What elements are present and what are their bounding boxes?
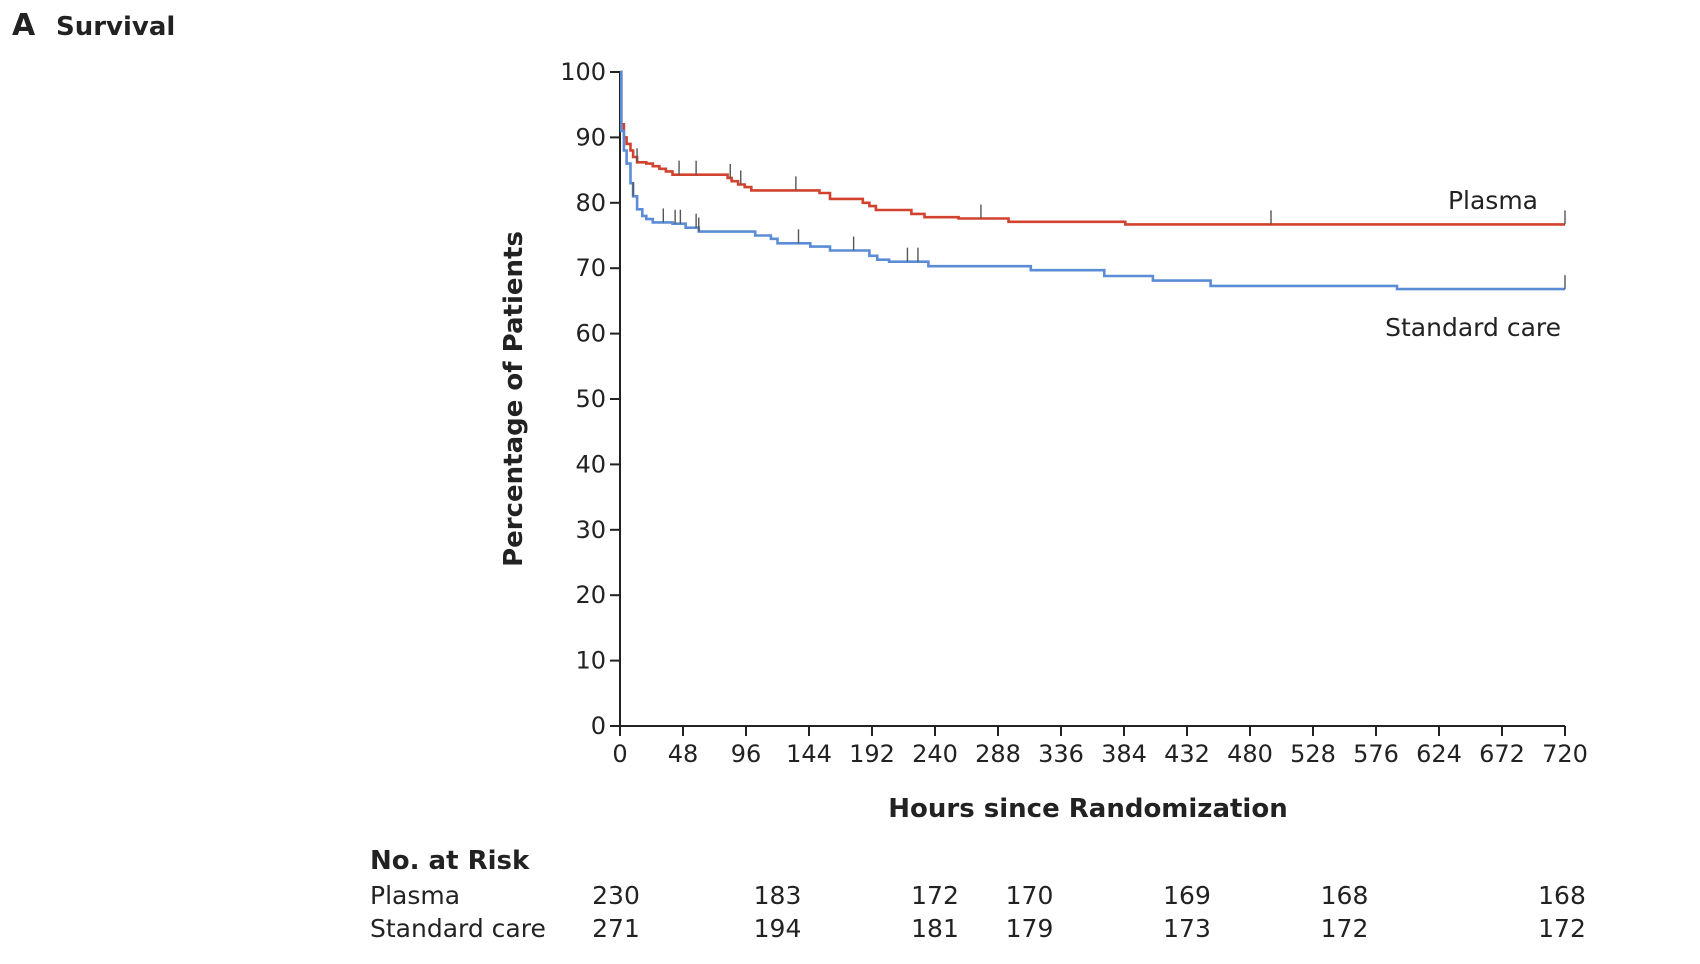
x-tick-label: 432 <box>1164 740 1210 768</box>
series-line-plasma <box>620 70 1565 226</box>
y-axis-title: Percentage of Patients <box>499 231 529 567</box>
x-tick-label: 96 <box>731 740 762 768</box>
x-axis: 0 48 96 144 192 240 288 336 384 432 480 528 576 624 67… <box>612 725 1588 768</box>
at-risk-value: 172 <box>1538 914 1586 943</box>
at-risk-value: 271 <box>592 914 640 943</box>
x-tick-label: 240 <box>912 740 958 768</box>
at-risk-row-label: Standard care <box>370 914 546 943</box>
x-tick-label: 528 <box>1290 740 1336 768</box>
at-risk-value: 181 <box>911 914 959 943</box>
at-risk-row-label: Plasma <box>370 881 460 910</box>
x-tick-label: 48 <box>668 740 699 768</box>
y-tick-label: 60 <box>575 320 606 348</box>
series-label-standard-care: Standard care <box>1385 313 1561 342</box>
plot-area: 0 10 20 30 40 50 60 70 80 90 100 0 48 96 144 192 240 288… <box>560 58 1588 768</box>
at-risk-value: 183 <box>754 881 802 910</box>
x-tick-label: 720 <box>1542 740 1588 768</box>
x-tick-label: 336 <box>1038 740 1084 768</box>
x-tick-label: 288 <box>975 740 1021 768</box>
panel-title: Survival <box>56 12 175 42</box>
x-tick-label: 624 <box>1416 740 1462 768</box>
x-tick-label: 0 <box>612 740 627 768</box>
at-risk-title: No. at Risk <box>370 846 530 876</box>
y-tick-label: 100 <box>560 58 606 86</box>
x-tick-label: 192 <box>849 740 895 768</box>
y-tick-label: 10 <box>575 647 606 675</box>
series-layer: Plasma Standard care <box>620 70 1566 342</box>
at-risk-value: 179 <box>1006 914 1054 943</box>
y-tick-label: 70 <box>575 254 606 282</box>
x-tick-label: 576 <box>1353 740 1399 768</box>
x-axis-title: Hours since Randomization <box>888 794 1287 824</box>
y-tick-label: 0 <box>591 712 606 740</box>
y-tick-label: 20 <box>575 581 606 609</box>
at-risk-value: 168 <box>1538 881 1586 910</box>
at-risk-value: 169 <box>1163 881 1211 910</box>
at-risk-table: No. at Risk Plasma 230 183 172 170 169 168 168 S… <box>370 846 1586 943</box>
series-label-plasma: Plasma <box>1448 186 1538 215</box>
series-line-standard-care <box>620 70 1565 291</box>
at-risk-value: 230 <box>592 881 640 910</box>
y-tick-label: 90 <box>575 123 606 151</box>
y-tick-label: 30 <box>575 516 606 544</box>
y-tick-label: 80 <box>575 189 606 217</box>
y-tick-label: 50 <box>575 385 606 413</box>
at-risk-value: 168 <box>1321 881 1369 910</box>
x-tick-label: 384 <box>1101 740 1147 768</box>
at-risk-value: 172 <box>911 881 959 910</box>
at-risk-value: 170 <box>1006 881 1054 910</box>
x-tick-label: 672 <box>1479 740 1525 768</box>
at-risk-value: 172 <box>1321 914 1369 943</box>
x-tick-label: 480 <box>1227 740 1273 768</box>
at-risk-value: 194 <box>754 914 802 943</box>
x-tick-label: 144 <box>786 740 832 768</box>
y-axis: 0 10 20 30 40 50 60 70 80 90 100 <box>560 58 621 740</box>
panel-letter: A <box>12 8 36 43</box>
y-tick-label: 40 <box>575 450 606 478</box>
at-risk-value: 173 <box>1163 914 1211 943</box>
